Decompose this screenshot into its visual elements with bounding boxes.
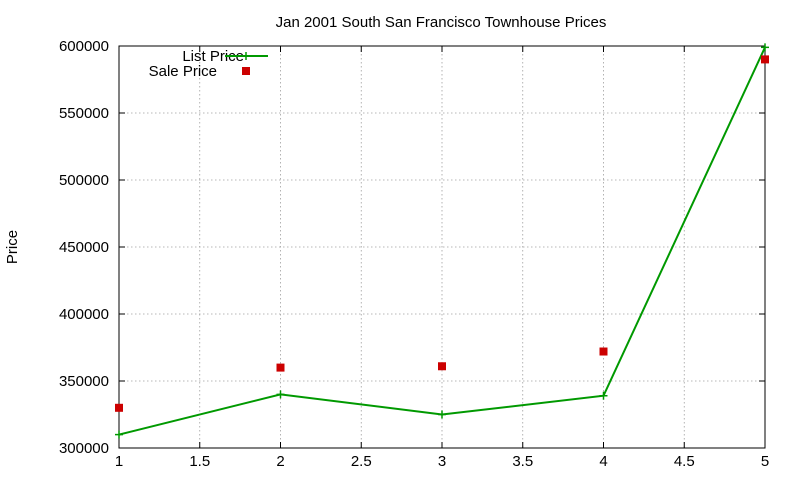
y-tick-label: 550000 <box>59 105 109 122</box>
sale-price-point <box>276 363 285 372</box>
legend-label-sale-price: Sale Price <box>149 63 217 80</box>
legend: List Price Sale Price <box>149 48 268 80</box>
x-tick-label: 2 <box>276 453 284 470</box>
list-price-point <box>761 43 769 52</box>
x-tick-label: 3 <box>438 453 446 470</box>
tick-layer: 1 1.5 2 2.5 3 3.5 4 4.5 5 300000 350000 400000 45000… <box>59 38 769 470</box>
y-tick-label: 400000 <box>59 306 109 323</box>
x-tick-label: 1.5 <box>189 453 210 470</box>
x-tick-label: 4.5 <box>674 453 695 470</box>
sale-price-point <box>599 347 608 356</box>
legend-symbol-sale-price <box>242 67 250 75</box>
grid-layer <box>119 46 765 448</box>
series-list-price <box>115 43 769 439</box>
x-tick-label: 4 <box>599 453 607 470</box>
y-axis-label: Price <box>4 230 21 264</box>
x-tick-label: 3.5 <box>512 453 533 470</box>
y-tick-label: 450000 <box>59 239 109 256</box>
chart-title: Jan 2001 South San Francisco Townhouse P… <box>276 14 607 31</box>
series-layer <box>115 43 769 439</box>
legend-marker <box>242 52 250 60</box>
y-tick-label: 350000 <box>59 373 109 390</box>
series-sale-price <box>115 55 769 412</box>
legend-marker <box>242 67 250 75</box>
sale-price-point <box>115 403 123 412</box>
list-price-line <box>118 46 766 436</box>
x-tick-label: 5 <box>761 453 769 470</box>
list-price-point <box>599 391 608 400</box>
x-tick-label: 1 <box>115 453 123 470</box>
legend-label-list-price: List Price <box>182 48 244 65</box>
list-price-point <box>438 410 446 419</box>
sale-price-point <box>761 55 769 64</box>
x-tick-label: 2.5 <box>351 453 372 470</box>
legend-symbol-list-price <box>225 52 268 60</box>
y-tick-label: 600000 <box>59 38 109 55</box>
sale-price-point <box>438 362 446 371</box>
y-tick-label: 300000 <box>59 440 109 457</box>
list-price-point <box>115 430 123 439</box>
list-price-point <box>276 390 285 399</box>
y-tick-label: 500000 <box>59 172 109 189</box>
